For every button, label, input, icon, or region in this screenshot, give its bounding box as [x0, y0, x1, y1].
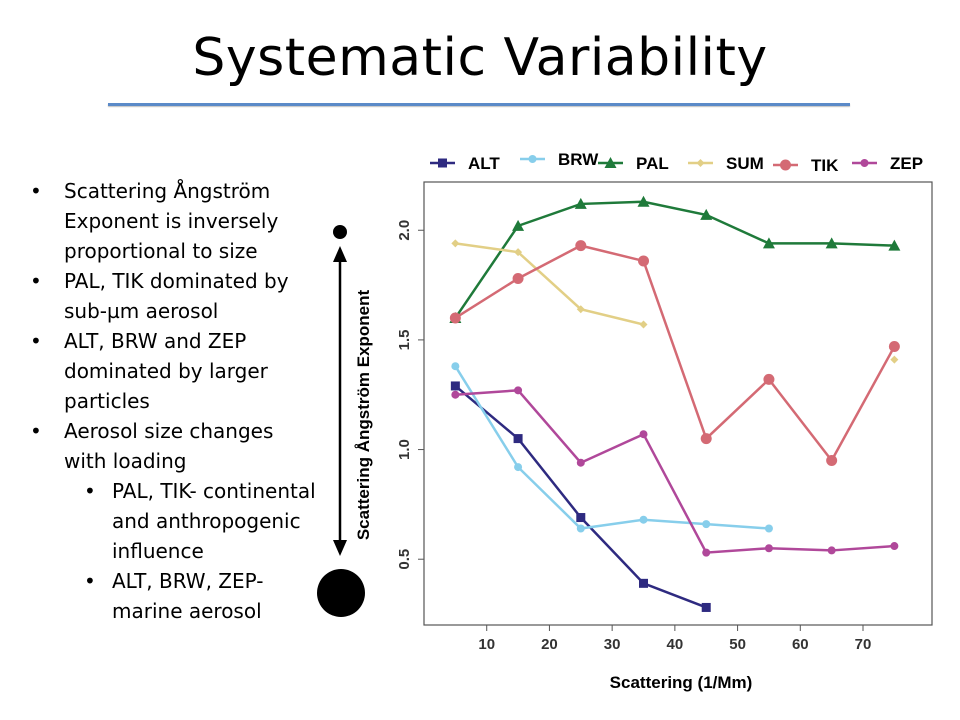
title-underline [108, 103, 850, 106]
data-point [639, 430, 648, 439]
data-point [576, 305, 585, 314]
series-tik [449, 240, 900, 467]
arrow-up-head-icon [333, 246, 347, 262]
data-point [576, 524, 585, 533]
legend-label: PAL [636, 154, 669, 173]
data-point [702, 548, 711, 557]
data-point [762, 237, 775, 249]
x-tick-label: 30 [604, 636, 621, 653]
data-point [639, 515, 648, 524]
series-line [454, 244, 896, 463]
data-point [637, 195, 650, 207]
data-point [700, 433, 712, 445]
data-point [826, 455, 838, 467]
series-line [454, 200, 895, 319]
data-point [764, 544, 773, 553]
sub-bullet-item: ALT, BRW, ZEP- marine aerosol [30, 566, 320, 626]
series-line [454, 365, 770, 530]
legend-label: SUM [726, 154, 764, 173]
data-point [451, 239, 460, 248]
bullet-list: Scattering Ångström Exponent is inversel… [30, 176, 320, 626]
series-brw [451, 362, 773, 533]
legend-item-alt: ALT [430, 154, 500, 173]
data-point [890, 355, 899, 364]
legend-label: ZEP [890, 154, 923, 173]
bullet-item: Aerosol size changes with loading [30, 416, 320, 476]
x-tick-label: 40 [667, 636, 684, 653]
sub-bullet-item: PAL, TIK- continental and anthropogenic … [30, 476, 320, 566]
plot-frame [423, 181, 933, 626]
legend-label: ALT [468, 154, 500, 173]
series-line [455, 389, 895, 554]
bullet-item: PAL, TIK dominated by sub-µm aerosol [30, 266, 320, 326]
arrow-down-head-icon [333, 540, 347, 556]
legend-item-sum: SUM [688, 154, 764, 173]
data-point [638, 255, 650, 267]
x-tick-label: 20 [541, 636, 558, 653]
x-axis-label: Scattering (1/Mm) [610, 673, 753, 692]
data-point [513, 434, 523, 444]
x-tick-label: 50 [729, 636, 746, 653]
series-line [454, 384, 707, 609]
data-point [574, 197, 587, 209]
series-alt [450, 381, 711, 612]
data-point [780, 159, 791, 171]
y-tick-label: 1.0 [396, 439, 413, 460]
bullet-item: ALT, BRW and ZEP dominated by larger par… [30, 326, 320, 416]
legend-item-pal: PAL [598, 154, 669, 173]
data-point [888, 239, 901, 251]
legend-item-zep: ZEP [852, 154, 923, 173]
series-line [455, 242, 644, 326]
data-point [890, 542, 899, 551]
data-point [512, 272, 524, 284]
legend-item-brw: BRW [520, 150, 599, 169]
series-pal [449, 195, 901, 323]
data-point [451, 362, 460, 371]
data-point [860, 159, 869, 167]
data-point [528, 155, 537, 163]
y-tick-label: 1.5 [396, 329, 413, 350]
large-particle-dot [317, 569, 365, 617]
data-point [701, 602, 711, 612]
legend-label: TIK [811, 156, 839, 175]
data-point [451, 390, 460, 399]
legend-label: BRW [558, 150, 599, 169]
data-point [576, 458, 585, 467]
data-point [825, 237, 838, 249]
data-point [604, 157, 617, 168]
small-particle-dot [333, 225, 347, 239]
data-point [702, 520, 711, 529]
data-point [575, 240, 587, 252]
data-point [696, 159, 705, 167]
size-indicator [317, 225, 365, 617]
legend-item-tik: TIK [773, 156, 839, 175]
y-tick-label: 0.5 [396, 549, 413, 570]
data-point [763, 373, 775, 385]
y-axis-label: Scattering Ångström Exponent [354, 290, 373, 541]
data-point [764, 524, 773, 533]
data-point [514, 386, 523, 395]
x-tick-label: 60 [792, 636, 809, 653]
y-tick-label: 2.0 [396, 220, 413, 241]
data-point [438, 158, 447, 168]
bullet-item: Scattering Ångström Exponent is inversel… [30, 176, 320, 266]
data-point [450, 381, 460, 391]
data-point [700, 208, 713, 220]
data-point [827, 546, 836, 555]
x-tick-label: 70 [855, 636, 872, 653]
data-point [888, 340, 900, 352]
data-point [639, 320, 648, 329]
data-point [512, 219, 525, 231]
data-point [639, 578, 649, 588]
slide-title: Systematic Variability [192, 28, 768, 88]
series-zep [451, 386, 899, 557]
x-tick-label: 10 [478, 636, 495, 653]
series-sum [451, 239, 899, 364]
data-point [576, 513, 586, 523]
data-point [514, 463, 523, 472]
data-point [514, 248, 523, 257]
data-point [449, 312, 461, 324]
